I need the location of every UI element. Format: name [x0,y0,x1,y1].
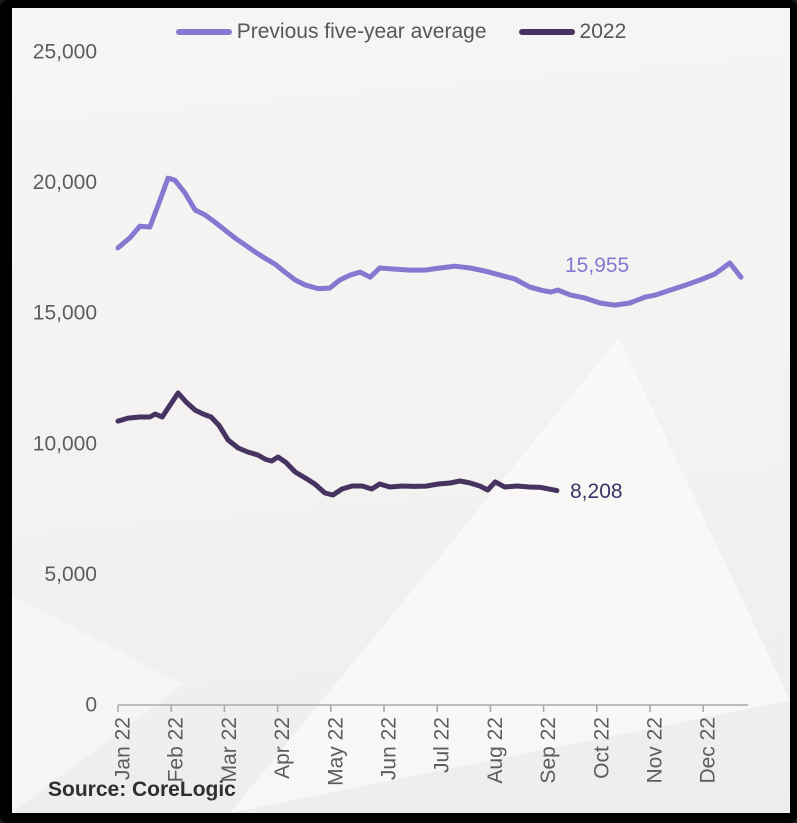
x-tick-label: Dec 22 [697,717,720,784]
y-tick-label: 0 [85,694,97,717]
x-tick-label: Sep 22 [537,717,560,784]
x-tick-label: Jan 22 [112,717,135,780]
x-tick-label: Oct 22 [590,717,613,779]
chart-legend: Previous five-year average 2022 [12,20,790,44]
x-tick-label: Jun 22 [378,717,401,780]
x-tick-label: Jul 22 [431,717,454,773]
legend-line-swatch-2022 [518,29,575,35]
legend-label-five-year-avg: Previous five-year average [236,20,487,43]
legend-line-swatch-five-year-avg [175,29,232,35]
legend-label-2022: 2022 [579,20,627,43]
y-tick-label: 15,000 [33,302,97,325]
legend-item-five-year-avg: Previous five-year average [175,20,487,44]
legend-item-2022: 2022 [518,20,627,44]
data-label-2022: 8,208 [570,480,623,503]
x-tick-label: Mar 22 [218,717,241,782]
series-line-2022 [115,390,560,498]
y-tick-label: 10,000 [33,432,97,455]
series-line-five-year-average [115,175,744,308]
x-tick-label: Apr 22 [271,717,294,779]
y-tick-label: 5,000 [44,563,97,586]
x-tick-label: Aug 22 [484,717,507,784]
x-tick-label: Feb 22 [165,717,188,782]
x-tick-label: May 22 [324,717,347,786]
source-note: Source: CoreLogic [48,778,236,801]
y-tick-label: 20,000 [33,171,97,194]
y-tick-label: 25,000 [33,41,97,64]
data-label-five-year-avg: 15,955 [565,254,630,277]
plot-svg: Jan 22 Feb 22 Mar 22 Apr 22 May 22 Jun 22 Jul … [33,41,749,786]
chart-canvas: Jan 22 Feb 22 Mar 22 Apr 22 May 22 Jun 22 Jul … [12,8,790,813]
x-tick-label: Nov 22 [644,717,667,784]
